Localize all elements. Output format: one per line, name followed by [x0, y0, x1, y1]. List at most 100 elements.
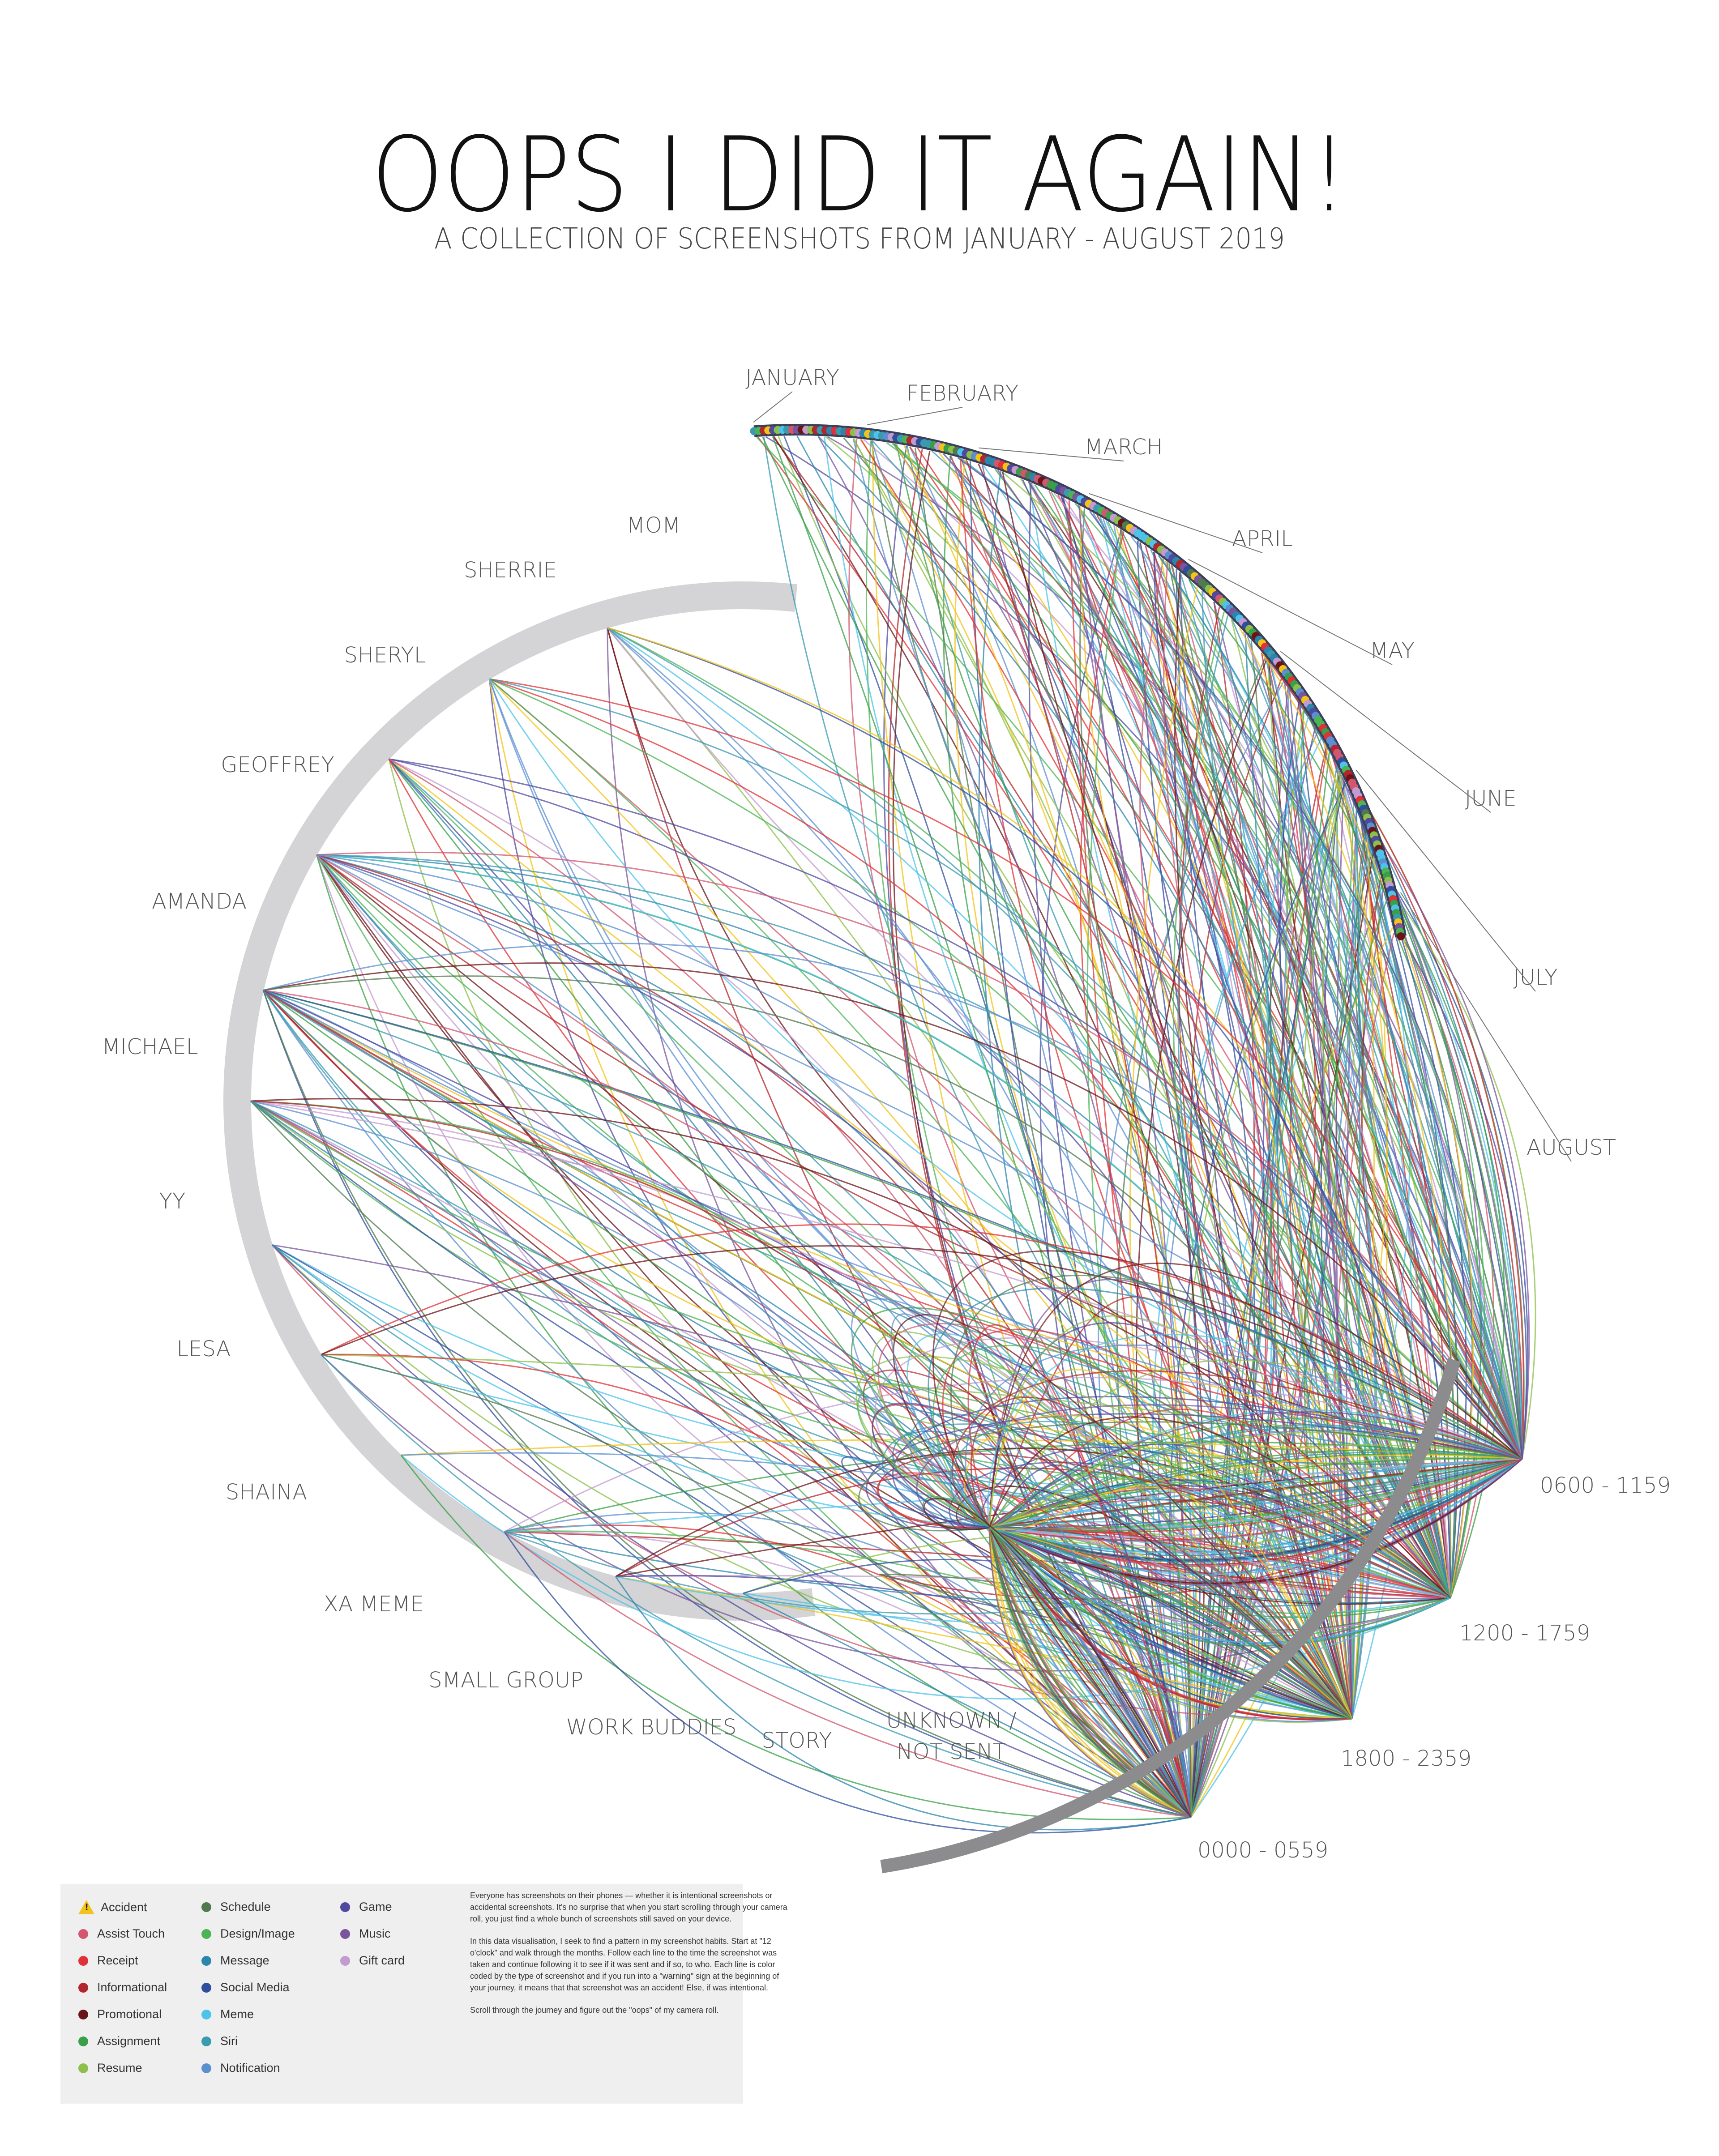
- screenshot-line: [989, 1458, 1522, 1549]
- screenshot-line: [1163, 562, 1451, 1598]
- page-title: OOPS I DID IT AGAIN!: [372, 115, 1347, 235]
- screenshot-line: [988, 1315, 1451, 1598]
- screenshot-line: [607, 627, 1451, 1598]
- screenshot-line: [877, 1323, 1451, 1599]
- description-paragraph: Everyone has screenshots on their phones…: [470, 1891, 787, 1923]
- legend-label: Social Media: [220, 1981, 290, 1994]
- recipient-label: SHAINA: [226, 1480, 307, 1505]
- legend-swatch: [201, 2009, 211, 2019]
- screenshot-line: [316, 851, 1523, 1460]
- recipient-label: GEOFFREY: [221, 752, 334, 777]
- screenshot-line: [1366, 835, 1523, 1460]
- screenshot-line: [1053, 492, 1523, 1460]
- screenshot-line: [316, 854, 1451, 1598]
- screenshot-line: [263, 962, 1523, 1460]
- screenshot-line: [988, 1527, 1192, 1818]
- time-label: 0600 - 1159: [1540, 1473, 1671, 1498]
- screenshot-line: [262, 990, 1191, 1818]
- screenshot-line: [607, 627, 1451, 1598]
- screenshot-line: [951, 1370, 1522, 1528]
- label-tick: [753, 391, 793, 423]
- screenshot-line: [988, 1527, 1191, 1818]
- label-tick: [1400, 892, 1572, 1162]
- legend-label: Game: [359, 1900, 392, 1913]
- recipient-label: STORY: [761, 1728, 832, 1753]
- screenshot-line: [401, 1439, 1522, 1460]
- screenshot-line: [989, 1527, 1451, 1599]
- screenshot-line: [882, 1423, 1451, 1599]
- label-tick: [979, 447, 1124, 461]
- screenshot-line: [489, 679, 1522, 1460]
- screenshot-line: [316, 854, 1352, 1720]
- legend-item: Assist Touch: [78, 1927, 165, 1941]
- legend-item: Notification: [201, 2061, 280, 2075]
- screenshot-line: [906, 446, 1451, 1598]
- warning-icon: [78, 1900, 94, 1914]
- screenshot-line: [872, 440, 1192, 1818]
- legend-item: Accident: [78, 1900, 147, 1914]
- screenshot-line: [489, 678, 1353, 1719]
- screenshot-line: [489, 678, 1451, 1598]
- legend-label: Accident: [101, 1900, 147, 1914]
- screenshot-line: [250, 1100, 1192, 1818]
- screenshot-line: [891, 1313, 1192, 1818]
- screenshot-line: [988, 1527, 1191, 1818]
- screenshot-line: [949, 1421, 1451, 1599]
- screenshot-line: [909, 1413, 1353, 1720]
- legend-label: Notification: [220, 2061, 280, 2075]
- screenshot-line: [872, 1402, 1353, 1720]
- screenshot-line: [989, 1458, 1522, 1531]
- screenshot-line: [250, 1100, 1352, 1720]
- screenshot-line: [989, 1527, 1192, 1818]
- screenshot-line: [989, 1527, 1192, 1818]
- screenshot-line: [263, 990, 1352, 1720]
- label-tick: [1280, 651, 1491, 813]
- screenshot-line: [316, 854, 1523, 1460]
- screenshot-line: [272, 1244, 1191, 1818]
- screenshot-line: [988, 1527, 1191, 1818]
- screenshot-line: [989, 1527, 1451, 1618]
- screenshot-line: [504, 1531, 1192, 1818]
- screenshot-line: [489, 678, 1451, 1599]
- screenshot-line: [989, 1527, 1352, 1720]
- screenshot-line: [894, 443, 1523, 1460]
- screenshot-dot: [1397, 932, 1405, 941]
- legend-item: Game: [340, 1900, 392, 1914]
- legend-swatch: [201, 1955, 211, 1966]
- screenshot-line: [989, 1458, 1522, 1529]
- legend-label: Message: [220, 1954, 269, 1967]
- screenshot-line: [616, 1575, 1352, 1720]
- screenshot-line: [263, 943, 1523, 1460]
- legend-label: Assignment: [97, 2034, 161, 2048]
- recipient-ring-arc: [223, 581, 816, 1621]
- legend-label: Assist Touch: [97, 1927, 165, 1940]
- screenshot-line: [989, 1527, 1192, 1818]
- legend-item: Message: [201, 1954, 269, 1968]
- time-arc: [880, 1358, 1461, 1874]
- month-label-july: JULY: [1514, 965, 1558, 990]
- screenshot-line: [607, 627, 1451, 1598]
- screenshot-line: [989, 1443, 1451, 1599]
- screenshot-line: [1077, 504, 1451, 1598]
- legend-swatch: [78, 1955, 88, 1966]
- legend-swatch: [201, 2036, 211, 2046]
- screenshot-line: [607, 627, 1353, 1719]
- screenshot-line: [321, 1245, 1522, 1460]
- recipient-label: NOT SENT: [897, 1739, 1006, 1764]
- legend-label: Siri: [220, 2034, 238, 2048]
- screenshot-line: [932, 1250, 1522, 1528]
- screenshot-line: [504, 1530, 1352, 1720]
- legend-item: Siri: [201, 2034, 238, 2048]
- month-label-february: FEBRUARY: [907, 381, 1018, 406]
- screenshot-line: [989, 1458, 1522, 1538]
- screenshot-line: [988, 1527, 1352, 1720]
- time-label: 1800 - 2359: [1341, 1746, 1471, 1771]
- legend-label: Receipt: [97, 1954, 138, 1967]
- screenshot-line: [872, 440, 1451, 1598]
- description-text: Everyone has screenshots on their phones…: [470, 1890, 792, 2027]
- month-label-january: JANUARY: [745, 365, 839, 390]
- screenshot-line: [316, 854, 1451, 1598]
- screenshot-line: [504, 1531, 1191, 1834]
- screenshot-line: [263, 990, 1522, 1460]
- screenshot-line: [615, 1576, 1191, 1831]
